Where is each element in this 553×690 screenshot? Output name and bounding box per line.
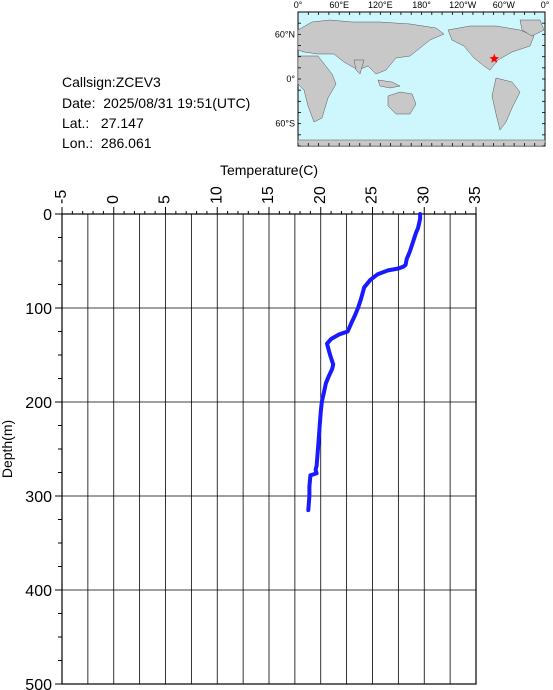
temperature-profile-line [306, 212, 423, 513]
map-longitude-labels: 0° 60°E 120°E 180° 120°W 60°W 0° [294, 0, 550, 10]
lat-value: 27.147 [100, 115, 144, 131]
minor-ticks [55, 207, 477, 685]
star-icon [489, 53, 499, 63]
callsign-value: ZCEV3 [115, 74, 161, 90]
callsign-row: Callsign:ZCEV3 [62, 74, 161, 90]
lon-label: Lon.: [62, 135, 94, 151]
africa-landmass [297, 55, 337, 123]
x-tick-label: 5 [157, 195, 174, 204]
y-tick-label: 400 [25, 583, 52, 600]
map-lon-label: 0° [294, 0, 303, 10]
x-tick-label: 20 [312, 186, 329, 204]
lon-value: 286.061 [100, 135, 152, 151]
date-label: Date: [62, 95, 96, 111]
lon-row: Lon.: 286.061 [62, 135, 152, 151]
x-tick-label: 30 [415, 186, 432, 204]
map-lon-label: 120°E [368, 0, 393, 10]
lat-label: Lat.: [62, 115, 90, 131]
map-lon-label: 180° [412, 0, 431, 10]
y-tick-label: 0 [43, 207, 52, 224]
map-frame-ticks [297, 11, 546, 147]
x-tick-labels: -5 0 5 10 15 20 25 30 35 [53, 186, 484, 204]
y-tick-label: 100 [25, 301, 52, 318]
date-row: Date: 2025/08/31 19:51(UTC) [62, 95, 250, 111]
greenland-landmass [519, 19, 545, 37]
map-latitude-labels: 60°N 0° 60°S [275, 29, 296, 128]
callsign-label: Callsign: [62, 74, 116, 90]
x-tick-label: 10 [208, 186, 225, 204]
indonesia-landmass [377, 79, 401, 89]
x-tick-label: 35 [467, 186, 484, 204]
x-tick-label: -5 [53, 190, 70, 204]
x-tick-label: 15 [260, 186, 277, 204]
y-tick-labels: 0 100 200 300 400 500 [25, 207, 52, 690]
north-america-landmass [447, 25, 535, 71]
map-lon-label: 0° [541, 0, 550, 10]
plot-grid [61, 213, 477, 685]
map-lon-label: 120°W [449, 0, 477, 10]
australia-landmass [387, 91, 417, 115]
y-axis-label: Depth(m) [0, 420, 15, 478]
x-tick-label: 0 [105, 195, 122, 204]
map-lat-label: 60°S [275, 119, 295, 129]
map-lat-label: 0° [286, 74, 295, 84]
y-tick-label: 300 [25, 489, 52, 506]
date-value: 2025/08/31 19:51(UTC) [103, 95, 251, 111]
map-lon-label: 60°E [329, 0, 349, 10]
x-tick-label: 25 [364, 186, 381, 204]
south-america-landmass [491, 77, 521, 131]
india-landmass [353, 59, 365, 75]
map-lat-label: 60°N [275, 29, 295, 39]
eurasia-landmass [297, 19, 445, 75]
map-lon-label: 60°W [493, 0, 516, 10]
y-tick-label: 200 [25, 395, 52, 412]
lat-row: Lat.: 27.147 [62, 115, 144, 131]
world-map: 0° 60°E 120°E 180° 120°W 60°W 0° 60°N 0° 60°S [275, 0, 550, 147]
y-tick-label: 500 [25, 677, 52, 690]
x-axis-label: Temperature(C) [220, 162, 318, 178]
